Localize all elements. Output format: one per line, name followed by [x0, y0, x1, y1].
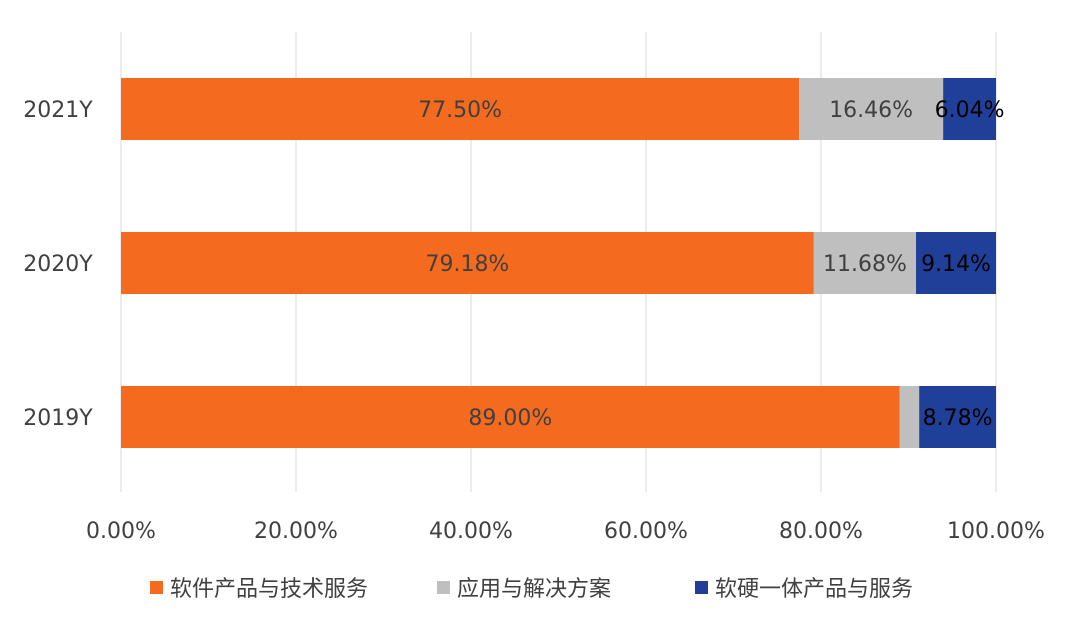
legend-swatch[interactable] [437, 581, 450, 594]
legend[interactable]: 软件产品与技术服务 应用与解决方案 软硬一体产品与服务 [150, 577, 913, 602]
bar-segment[interactable] [899, 386, 920, 448]
legend-label[interactable]: 软硬一体产品与服务 [715, 577, 913, 602]
x-axis-tick-labels: 0.00% 20.00% 40.00% 60.00% 80.00% 100.00% [86, 519, 1045, 544]
bar-segment[interactable] [799, 78, 944, 140]
bar-segment[interactable] [121, 386, 900, 448]
bar-segment[interactable] [813, 232, 917, 294]
legend-label[interactable]: 软件产品与技术服务 [170, 577, 368, 602]
legend-swatch[interactable] [695, 581, 708, 594]
data-label: 89.00% [468, 406, 552, 431]
x-tick-label: 20.00% [254, 519, 338, 544]
category-label: 2019Y [23, 406, 93, 431]
data-label: 11.68% [823, 252, 907, 277]
bar-segment[interactable] [916, 232, 996, 294]
x-tick-label: 0.00% [86, 519, 156, 544]
data-label: 77.50% [418, 98, 502, 123]
x-tick-label: 80.00% [779, 519, 863, 544]
x-tick-label: 100.00% [947, 519, 1045, 544]
x-tick-label: 60.00% [604, 519, 688, 544]
bar-segment[interactable] [919, 386, 996, 448]
bars [121, 78, 996, 448]
data-label: 16.46% [829, 98, 913, 123]
bar-segment[interactable] [121, 78, 800, 140]
data-labels: 77.50% 16.46% 6.04% 79.18% 11.68% 9.14% 89.00%… [418, 98, 1004, 431]
data-label: 6.04% [935, 98, 1005, 123]
bar-segment[interactable] [121, 232, 814, 294]
legend-swatch[interactable] [150, 581, 163, 594]
category-label: 2020Y [23, 252, 93, 277]
category-label: 2021Y [23, 98, 93, 123]
category-labels: 2021Y 2020Y 2019Y [23, 98, 93, 431]
x-tick-label: 40.00% [429, 519, 513, 544]
bar-segment[interactable] [943, 78, 996, 140]
data-label: 79.18% [425, 252, 509, 277]
data-label: 8.78% [923, 406, 993, 431]
data-label: 9.14% [921, 252, 991, 277]
legend-label[interactable]: 应用与解决方案 [457, 577, 611, 602]
